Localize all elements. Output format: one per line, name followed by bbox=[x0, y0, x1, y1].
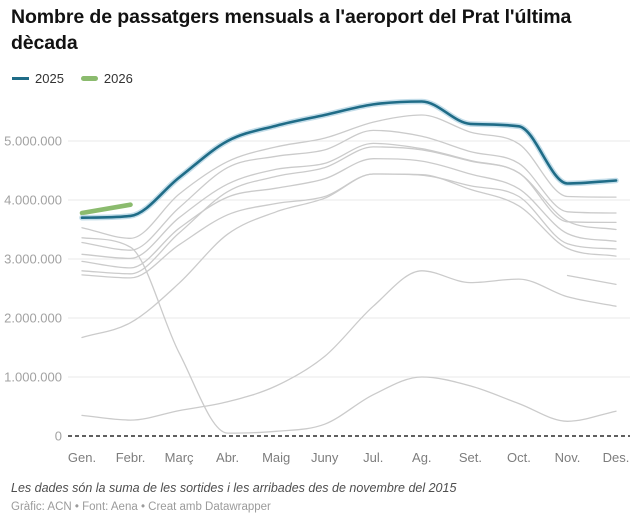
page-title: Nombre de passatgers mensuals a l'aeropo… bbox=[11, 6, 572, 54]
series-line-2025 bbox=[80, 100, 618, 219]
x-axis-label: Des. bbox=[603, 450, 630, 465]
x-axis-label: Set. bbox=[459, 450, 482, 465]
x-axis-label: Gen. bbox=[68, 450, 96, 465]
series-line-2021 bbox=[81, 270, 617, 421]
series-line-2022 bbox=[81, 173, 617, 339]
series-line-2023 bbox=[81, 146, 617, 275]
series-line-2017 bbox=[81, 158, 617, 269]
legend-swatch-2025-icon bbox=[12, 77, 29, 80]
series-line-2024 bbox=[81, 114, 617, 239]
legend-label-2026: 2026 bbox=[103, 71, 133, 86]
x-axis-label: Maig bbox=[262, 450, 290, 465]
chart-footnote: Les dades són la suma de les sortides i … bbox=[11, 481, 457, 495]
x-axis-label: Abr. bbox=[216, 450, 239, 465]
chart-legend: 2025 2026 bbox=[12, 71, 133, 86]
series-line-2018 bbox=[81, 142, 617, 260]
y-axis-label: 2.000.000 bbox=[4, 311, 62, 326]
series-line-2019 bbox=[81, 129, 617, 251]
y-axis-label: 0 bbox=[55, 429, 62, 444]
y-axis-label: 1.000.000 bbox=[4, 370, 62, 385]
legend-item-2026: 2026 bbox=[80, 71, 133, 86]
y-axis-label: 3.000.000 bbox=[4, 252, 62, 267]
legend-item-2025: 2025 bbox=[12, 71, 64, 86]
series-line-2015 bbox=[566, 274, 617, 286]
x-axis-label: Març bbox=[165, 450, 194, 465]
series-line-2026 bbox=[79, 202, 133, 216]
y-axis-label: 5.000.000 bbox=[4, 134, 62, 149]
chart-byline: Gràfic: ACN • Font: Aena • Creat amb Dat… bbox=[11, 501, 271, 513]
x-axis-label: Juny bbox=[311, 450, 339, 465]
x-axis-label: Febr. bbox=[116, 450, 146, 465]
x-axis-label: Nov. bbox=[555, 450, 581, 465]
y-axis-label: 4.000.000 bbox=[4, 193, 62, 208]
legend-label-2025: 2025 bbox=[35, 71, 64, 86]
x-axis-label: Ag. bbox=[412, 450, 432, 465]
x-axis-label: Jul. bbox=[363, 450, 383, 465]
legend-swatch-2026-icon bbox=[80, 76, 98, 81]
x-axis-label: Oct. bbox=[507, 450, 531, 465]
series-line-2020 bbox=[81, 237, 617, 434]
